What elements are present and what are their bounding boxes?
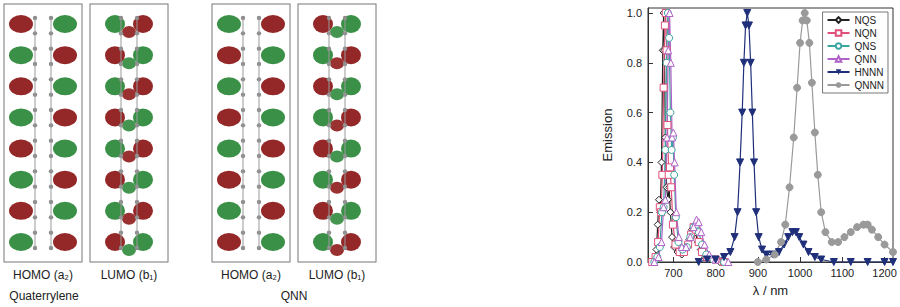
- svg-text:Emission: Emission: [600, 109, 615, 162]
- svg-text:800: 800: [706, 267, 724, 279]
- svg-text:1100: 1100: [830, 267, 854, 279]
- svg-text:1000: 1000: [788, 267, 812, 279]
- svg-text:700: 700: [664, 267, 682, 279]
- svg-text:QNNN: QNNN: [855, 80, 884, 91]
- svg-text:0.8: 0.8: [627, 57, 642, 69]
- svg-text:1200: 1200: [872, 267, 896, 279]
- svg-text:QNS: QNS: [855, 41, 877, 52]
- svg-text:HNNN: HNNN: [855, 67, 884, 78]
- svg-text:HOMO (a₂): HOMO (a₂): [221, 268, 281, 282]
- svg-text:LUMO (b₁): LUMO (b₁): [309, 268, 366, 282]
- svg-text:0.0: 0.0: [627, 256, 642, 268]
- svg-text:QNN: QNN: [281, 289, 308, 303]
- svg-text:λ / nm: λ / nm: [753, 283, 788, 298]
- svg-text:Quaterrylene: Quaterrylene: [9, 289, 79, 303]
- svg-text:0.4: 0.4: [627, 156, 642, 168]
- svg-text:0.2: 0.2: [627, 206, 642, 218]
- svg-text:NQS: NQS: [855, 15, 877, 26]
- svg-text:0.6: 0.6: [627, 107, 642, 119]
- svg-text:900: 900: [749, 267, 767, 279]
- svg-text:LUMO (b₁): LUMO (b₁): [101, 268, 158, 282]
- svg-text:NQN: NQN: [855, 28, 877, 39]
- svg-text:1.0: 1.0: [627, 7, 642, 19]
- svg-text:HOMO (a₂): HOMO (a₂): [13, 268, 73, 282]
- svg-text:QNN: QNN: [855, 54, 877, 65]
